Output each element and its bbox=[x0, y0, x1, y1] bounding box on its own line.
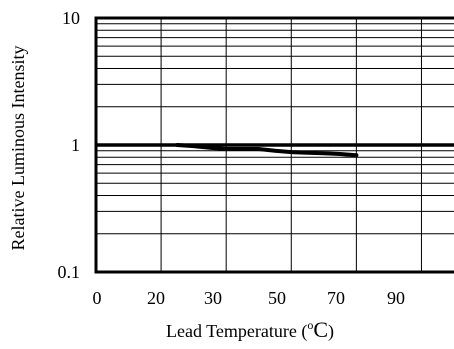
x-axis-title-text: Lead Temperature ( bbox=[166, 321, 307, 342]
series-layer bbox=[175, 143, 359, 158]
y-axis-title: Relative Luminous Intensity bbox=[8, 46, 28, 251]
x-tick-labels: 0 20 30 50 70 90 bbox=[93, 288, 406, 308]
y-tick-labels: 10 1 0.1 bbox=[58, 8, 81, 282]
y-tick-label: 0.1 bbox=[58, 262, 81, 282]
x-tick-label: 50 bbox=[268, 288, 286, 308]
x-axis-title-degree: o bbox=[307, 318, 313, 332]
plot-frame bbox=[94, 16, 454, 274]
x-axis-title-close: ) bbox=[328, 321, 334, 342]
x-tick-label: 30 bbox=[204, 288, 222, 308]
series-line bbox=[175, 143, 359, 158]
y-tick-label: 10 bbox=[62, 8, 80, 28]
x-axis-title-unit: C bbox=[313, 317, 328, 342]
x-tick-label: 0 bbox=[93, 288, 102, 308]
x-tick-label: 90 bbox=[387, 288, 405, 308]
x-tick-label: 70 bbox=[327, 288, 345, 308]
x-tick-label: 20 bbox=[147, 288, 165, 308]
y-tick-label: 1 bbox=[71, 135, 80, 155]
x-axis-title: Lead Temperature (oC) bbox=[166, 317, 334, 342]
